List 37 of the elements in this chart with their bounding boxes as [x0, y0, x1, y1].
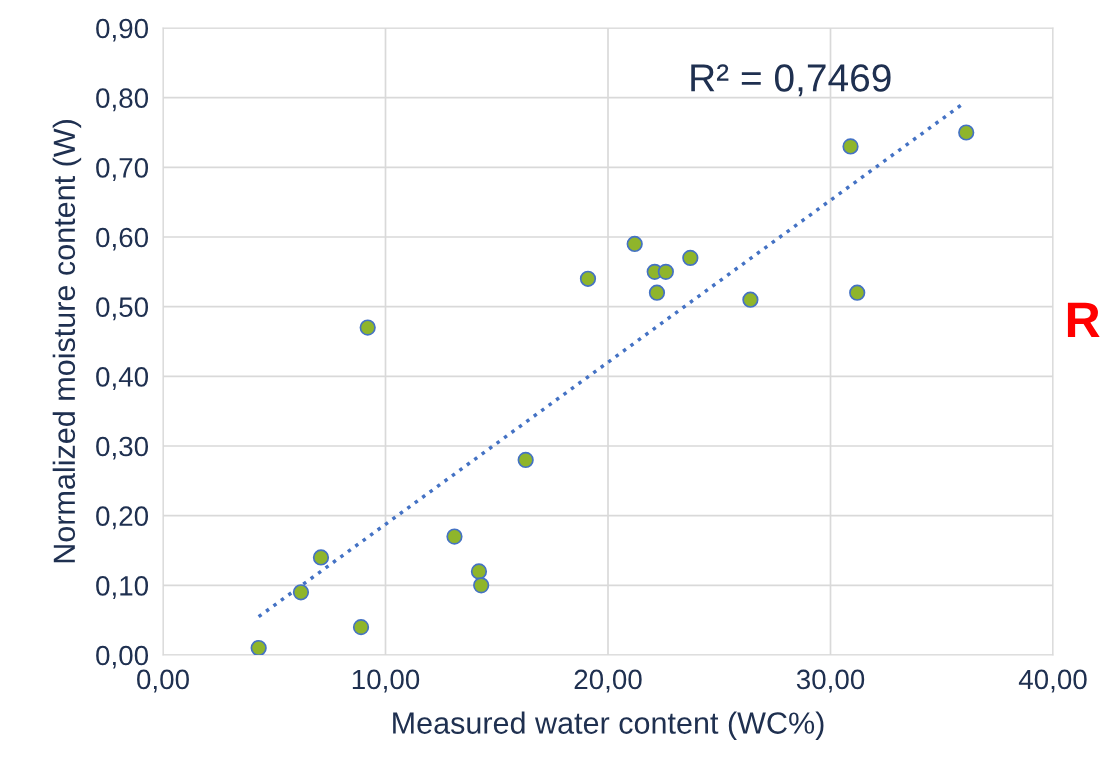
point: [579, 270, 597, 287]
point: [292, 584, 310, 601]
point: [352, 619, 370, 636]
point: [958, 124, 975, 141]
y-tick-label: 0,50: [96, 297, 149, 321]
point: [742, 291, 759, 308]
point: [849, 284, 866, 301]
point: [842, 138, 859, 155]
x-tick-label: 20,00: [574, 669, 642, 693]
point: [657, 263, 674, 280]
y-tick-label: 0,30: [96, 436, 149, 460]
x-tick-label: 30,00: [796, 669, 865, 693]
x-tick-label: 0,00: [137, 669, 189, 693]
point: [648, 284, 666, 301]
y-tick-label: 0,60: [96, 227, 149, 251]
point: [446, 528, 463, 545]
x-axis-title: Measured water content (WC%): [393, 711, 824, 740]
y-tick-label: 0,00: [96, 645, 149, 669]
x-tick-label: 40,00: [1018, 669, 1087, 693]
annotation: R² = 0,7469: [691, 64, 891, 97]
point: [682, 249, 699, 267]
y-tick-label: 0,80: [96, 88, 149, 112]
point: [250, 639, 267, 655]
text: R: [1067, 302, 1100, 338]
y-tick-label: 0,90: [96, 18, 149, 42]
y-axis-title: Normalized moisture content (W): [52, 120, 82, 563]
x-tick-label: 10,00: [352, 669, 420, 693]
point: [359, 319, 376, 336]
y-tick-label: 0,10: [96, 576, 149, 599]
point: [517, 451, 534, 469]
point: [312, 549, 330, 566]
y-tick-label: 0,40: [96, 367, 149, 390]
point: [626, 235, 643, 253]
point: [470, 563, 488, 580]
point: [473, 577, 490, 594]
y-tick-label: 0,20: [96, 506, 149, 530]
y-tick-label: 0,70: [96, 158, 149, 181]
